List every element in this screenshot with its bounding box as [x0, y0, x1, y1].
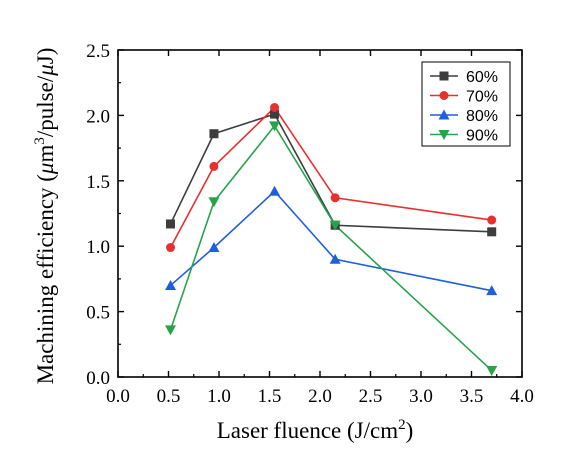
data-point	[486, 285, 498, 296]
data-point	[209, 161, 219, 171]
y-tick-label: 1.0	[86, 237, 110, 258]
data-point	[165, 279, 177, 290]
series-markers	[165, 103, 498, 376]
legend-marker	[438, 130, 450, 140]
data-point	[270, 109, 280, 119]
x-tick-label: 3.0	[409, 386, 433, 407]
x-tick-label: 1.5	[258, 386, 282, 407]
x-tick-label: 2.0	[308, 386, 332, 407]
data-point	[166, 219, 176, 229]
legend-label: 90%	[466, 128, 498, 145]
legend-label: 60%	[466, 69, 498, 86]
legend-box	[421, 61, 511, 147]
data-point	[165, 325, 177, 336]
data-point	[166, 243, 176, 253]
x-tick-label: 3.5	[460, 386, 484, 407]
legend-marker	[439, 71, 449, 81]
legend-marker	[439, 91, 449, 100]
data-point	[486, 365, 498, 376]
data-point	[329, 220, 341, 231]
x-axis-label: Laser fluence (J/cm2)	[217, 417, 414, 443]
x-axis-label-superscript: 2	[398, 417, 406, 433]
x-tick-label: 4.0	[510, 386, 534, 407]
legend-marker	[438, 109, 450, 120]
plot-frame	[117, 49, 523, 378]
x-tick-labels: 0.0 0.5 1.0 1.5 2.0 2.5 3.0 3.5 4.0	[106, 386, 534, 407]
data-point	[269, 121, 281, 132]
series-lines	[169, 106, 493, 372]
series-line-2	[169, 190, 492, 292]
data-point	[209, 129, 219, 139]
data-point	[330, 193, 340, 203]
x-tick-label: 2.5	[359, 386, 383, 407]
y-tick-label: 0.0	[86, 368, 110, 389]
data-point	[269, 185, 281, 196]
x-tick-label: 0.5	[157, 386, 181, 407]
data-point	[270, 103, 280, 113]
x-tick-label: 1.0	[207, 386, 231, 407]
legend-label: 80%	[466, 108, 498, 125]
y-tick-label: 2.5	[86, 41, 110, 62]
x-tick-label: 0.0	[106, 386, 130, 407]
data-point	[487, 227, 497, 237]
data-point	[487, 215, 497, 225]
legend-label: 70%	[466, 89, 498, 106]
y-tick-label: 0.5	[86, 303, 110, 324]
data-point	[208, 197, 220, 208]
data-point	[329, 253, 341, 264]
y-tick-label: 1.5	[86, 172, 110, 193]
y-tick-label: 2.0	[86, 106, 110, 127]
data-point	[208, 242, 220, 253]
y-tick-labels: 0.0 0.5 1.0 1.5 2.0 2.5	[86, 41, 110, 389]
legend: 60% 70% 80% 90%	[421, 61, 511, 147]
y-axis-label: Machining efficiency (μm3/pulse/μJ)	[32, 48, 58, 385]
